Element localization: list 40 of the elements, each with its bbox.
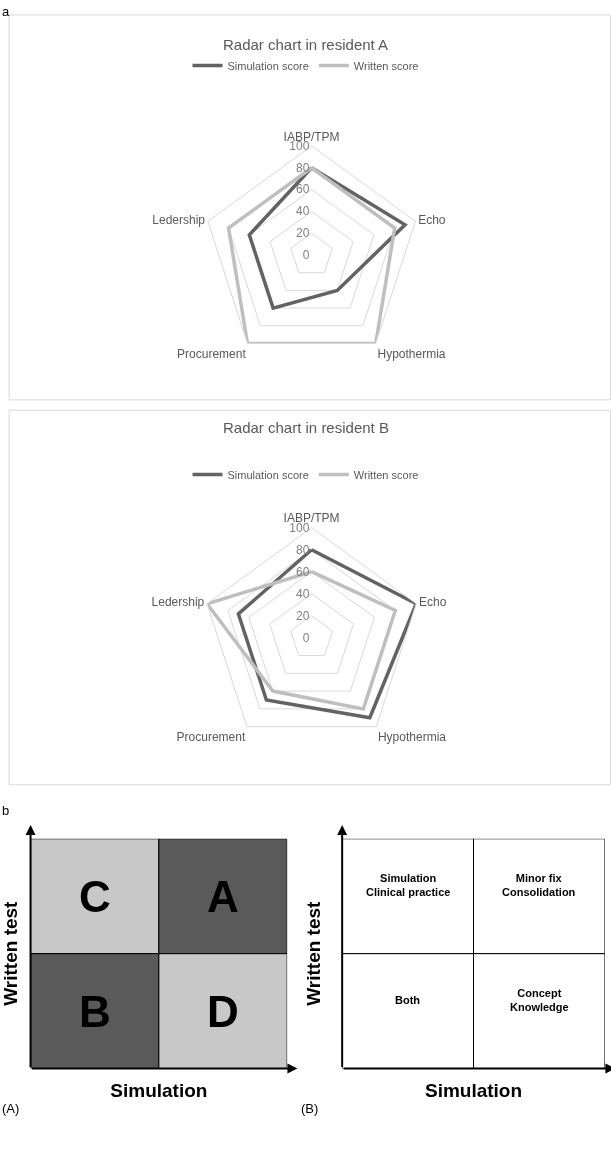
spoke-label: Ledership	[151, 595, 205, 610]
text: Simulation	[424, 1080, 523, 1102]
text: (A)	[2, 1101, 20, 1116]
category-label: B	[79, 987, 111, 1036]
legend-label: Simulation score	[227, 468, 309, 481]
category-label: C	[79, 872, 111, 921]
y-tick-label: 0	[302, 630, 310, 645]
category-label: Concept Knowledge	[510, 987, 569, 1014]
category-label: Both	[395, 994, 421, 1006]
y-tick-label: 40	[295, 586, 310, 601]
text: a	[2, 4, 10, 19]
legend-label: Written score	[353, 59, 419, 72]
category-label: A	[207, 872, 239, 921]
spoke-label: Echo	[418, 595, 447, 610]
category-label: Minor fix Consolidation	[502, 872, 576, 899]
y-tick-label: 0	[302, 247, 310, 262]
text: b	[2, 803, 10, 818]
spoke-label: Echo	[418, 212, 446, 227]
chart-title: Radar chart in resident A	[223, 36, 389, 53]
legend-label: Written score	[353, 468, 419, 481]
y-tick-label: 60	[295, 564, 310, 579]
spoke-label: Ledership	[152, 212, 206, 227]
text: (B)	[301, 1101, 319, 1116]
spoke-label: Hypothermia	[377, 346, 446, 361]
text: Simulation	[110, 1080, 208, 1102]
y-tick-label: 20	[295, 226, 310, 241]
category-label: Simulation Clinical practice	[366, 872, 451, 899]
spoke-label: Procurement	[177, 346, 247, 361]
y-tick-label: 40	[295, 204, 310, 219]
legend-label: Simulation score	[227, 59, 309, 72]
y-tick-label: 80	[295, 160, 310, 175]
spoke-label: Procurement	[176, 730, 246, 745]
y-tick-label: 20	[295, 608, 310, 623]
spoke-label: Hypothermia	[377, 730, 447, 745]
category-label: D	[207, 987, 239, 1036]
text: Written test	[0, 900, 21, 1006]
text: Written test	[303, 900, 325, 1006]
y-tick-label: 60	[295, 182, 310, 197]
chart-title: Radar chart in resident B	[223, 419, 389, 436]
y-tick-label: 80	[295, 542, 310, 557]
